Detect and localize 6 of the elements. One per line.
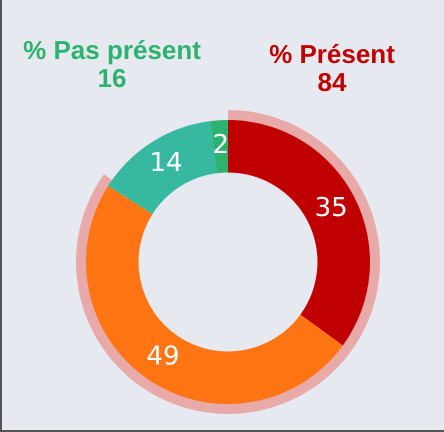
data-label: 14 (149, 148, 183, 178)
data-label: 2 (212, 130, 230, 160)
text: % Pas présent 16 (22, 35, 202, 93)
data-label: 49 (146, 341, 180, 372)
text: % Présent 84 (268, 39, 396, 97)
data-label: 35 (314, 193, 348, 224)
